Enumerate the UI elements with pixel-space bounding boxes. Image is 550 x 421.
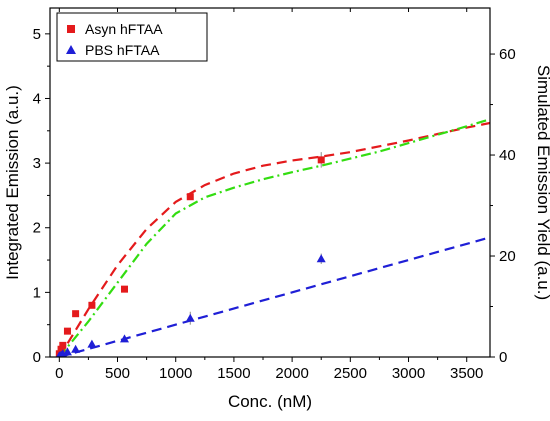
- y-tick-label: 4: [33, 90, 41, 107]
- x-axis-title: Conc. (nM): [228, 392, 312, 411]
- y-axis-title: Integrated Emission (a.u.): [3, 85, 22, 280]
- x-tick-label: 3500: [450, 365, 483, 382]
- y2-tick-label: 60: [499, 46, 516, 63]
- data-point-asyn: [120, 285, 128, 293]
- y-tick-label: 0: [33, 349, 41, 366]
- y-tick-label: 5: [33, 26, 41, 43]
- data-point-asyn: [88, 301, 96, 309]
- legend-marker-square: [67, 25, 75, 33]
- legend-label: Asyn hFTAA: [85, 21, 163, 37]
- x-tick-label: 3000: [392, 365, 425, 382]
- y-tick-label: 2: [33, 220, 41, 237]
- y2-tick-label: 40: [499, 147, 516, 164]
- legend: Asyn hFTAA PBS hFTAA: [56, 12, 208, 62]
- data-point-asyn: [72, 310, 80, 318]
- data-point-pbs: [119, 334, 129, 343]
- data-point-pbs: [185, 313, 195, 322]
- plot-frame: [49, 7, 491, 358]
- x-tick-label: 0: [55, 365, 63, 382]
- fit-curve-2: [58, 118, 490, 357]
- legend-marker-triangle: [66, 45, 76, 54]
- y-tick-label: 3: [33, 155, 41, 172]
- y-tick-label: 1: [33, 284, 41, 301]
- y2-tick-label: 20: [499, 248, 516, 265]
- legend-box: [56, 12, 208, 62]
- data-point-asyn: [59, 341, 67, 349]
- y2-tick-label: 0: [499, 349, 507, 366]
- data-point-asyn: [317, 156, 325, 164]
- y2-axis-title: Simulated Emission Yield (a.u.): [534, 65, 550, 300]
- data-point-pbs: [71, 344, 81, 353]
- data-point-pbs: [87, 339, 97, 348]
- plot-layer: [55, 118, 490, 357]
- fit-curve-1: [58, 121, 490, 357]
- axes-layer: 0 500 1000 1500 2000 2500 3000 3500 0 1 2 3 4 5 0 20 40 6…: [33, 7, 516, 382]
- data-point-asyn: [57, 345, 65, 353]
- x-tick-label: 2500: [334, 365, 367, 382]
- x-tick-label: 500: [105, 365, 130, 382]
- x-tick-label: 2000: [275, 365, 308, 382]
- legend-label: PBS hFTAA: [85, 42, 160, 58]
- data-point-asyn: [186, 193, 194, 201]
- fit-curve-3: [59, 236, 490, 357]
- data-point-asyn: [63, 327, 71, 335]
- data-point-pbs: [316, 254, 326, 263]
- x-tick-label: 1500: [217, 365, 250, 382]
- x-tick-label: 1000: [159, 365, 192, 382]
- data-point-pbs: [62, 347, 72, 356]
